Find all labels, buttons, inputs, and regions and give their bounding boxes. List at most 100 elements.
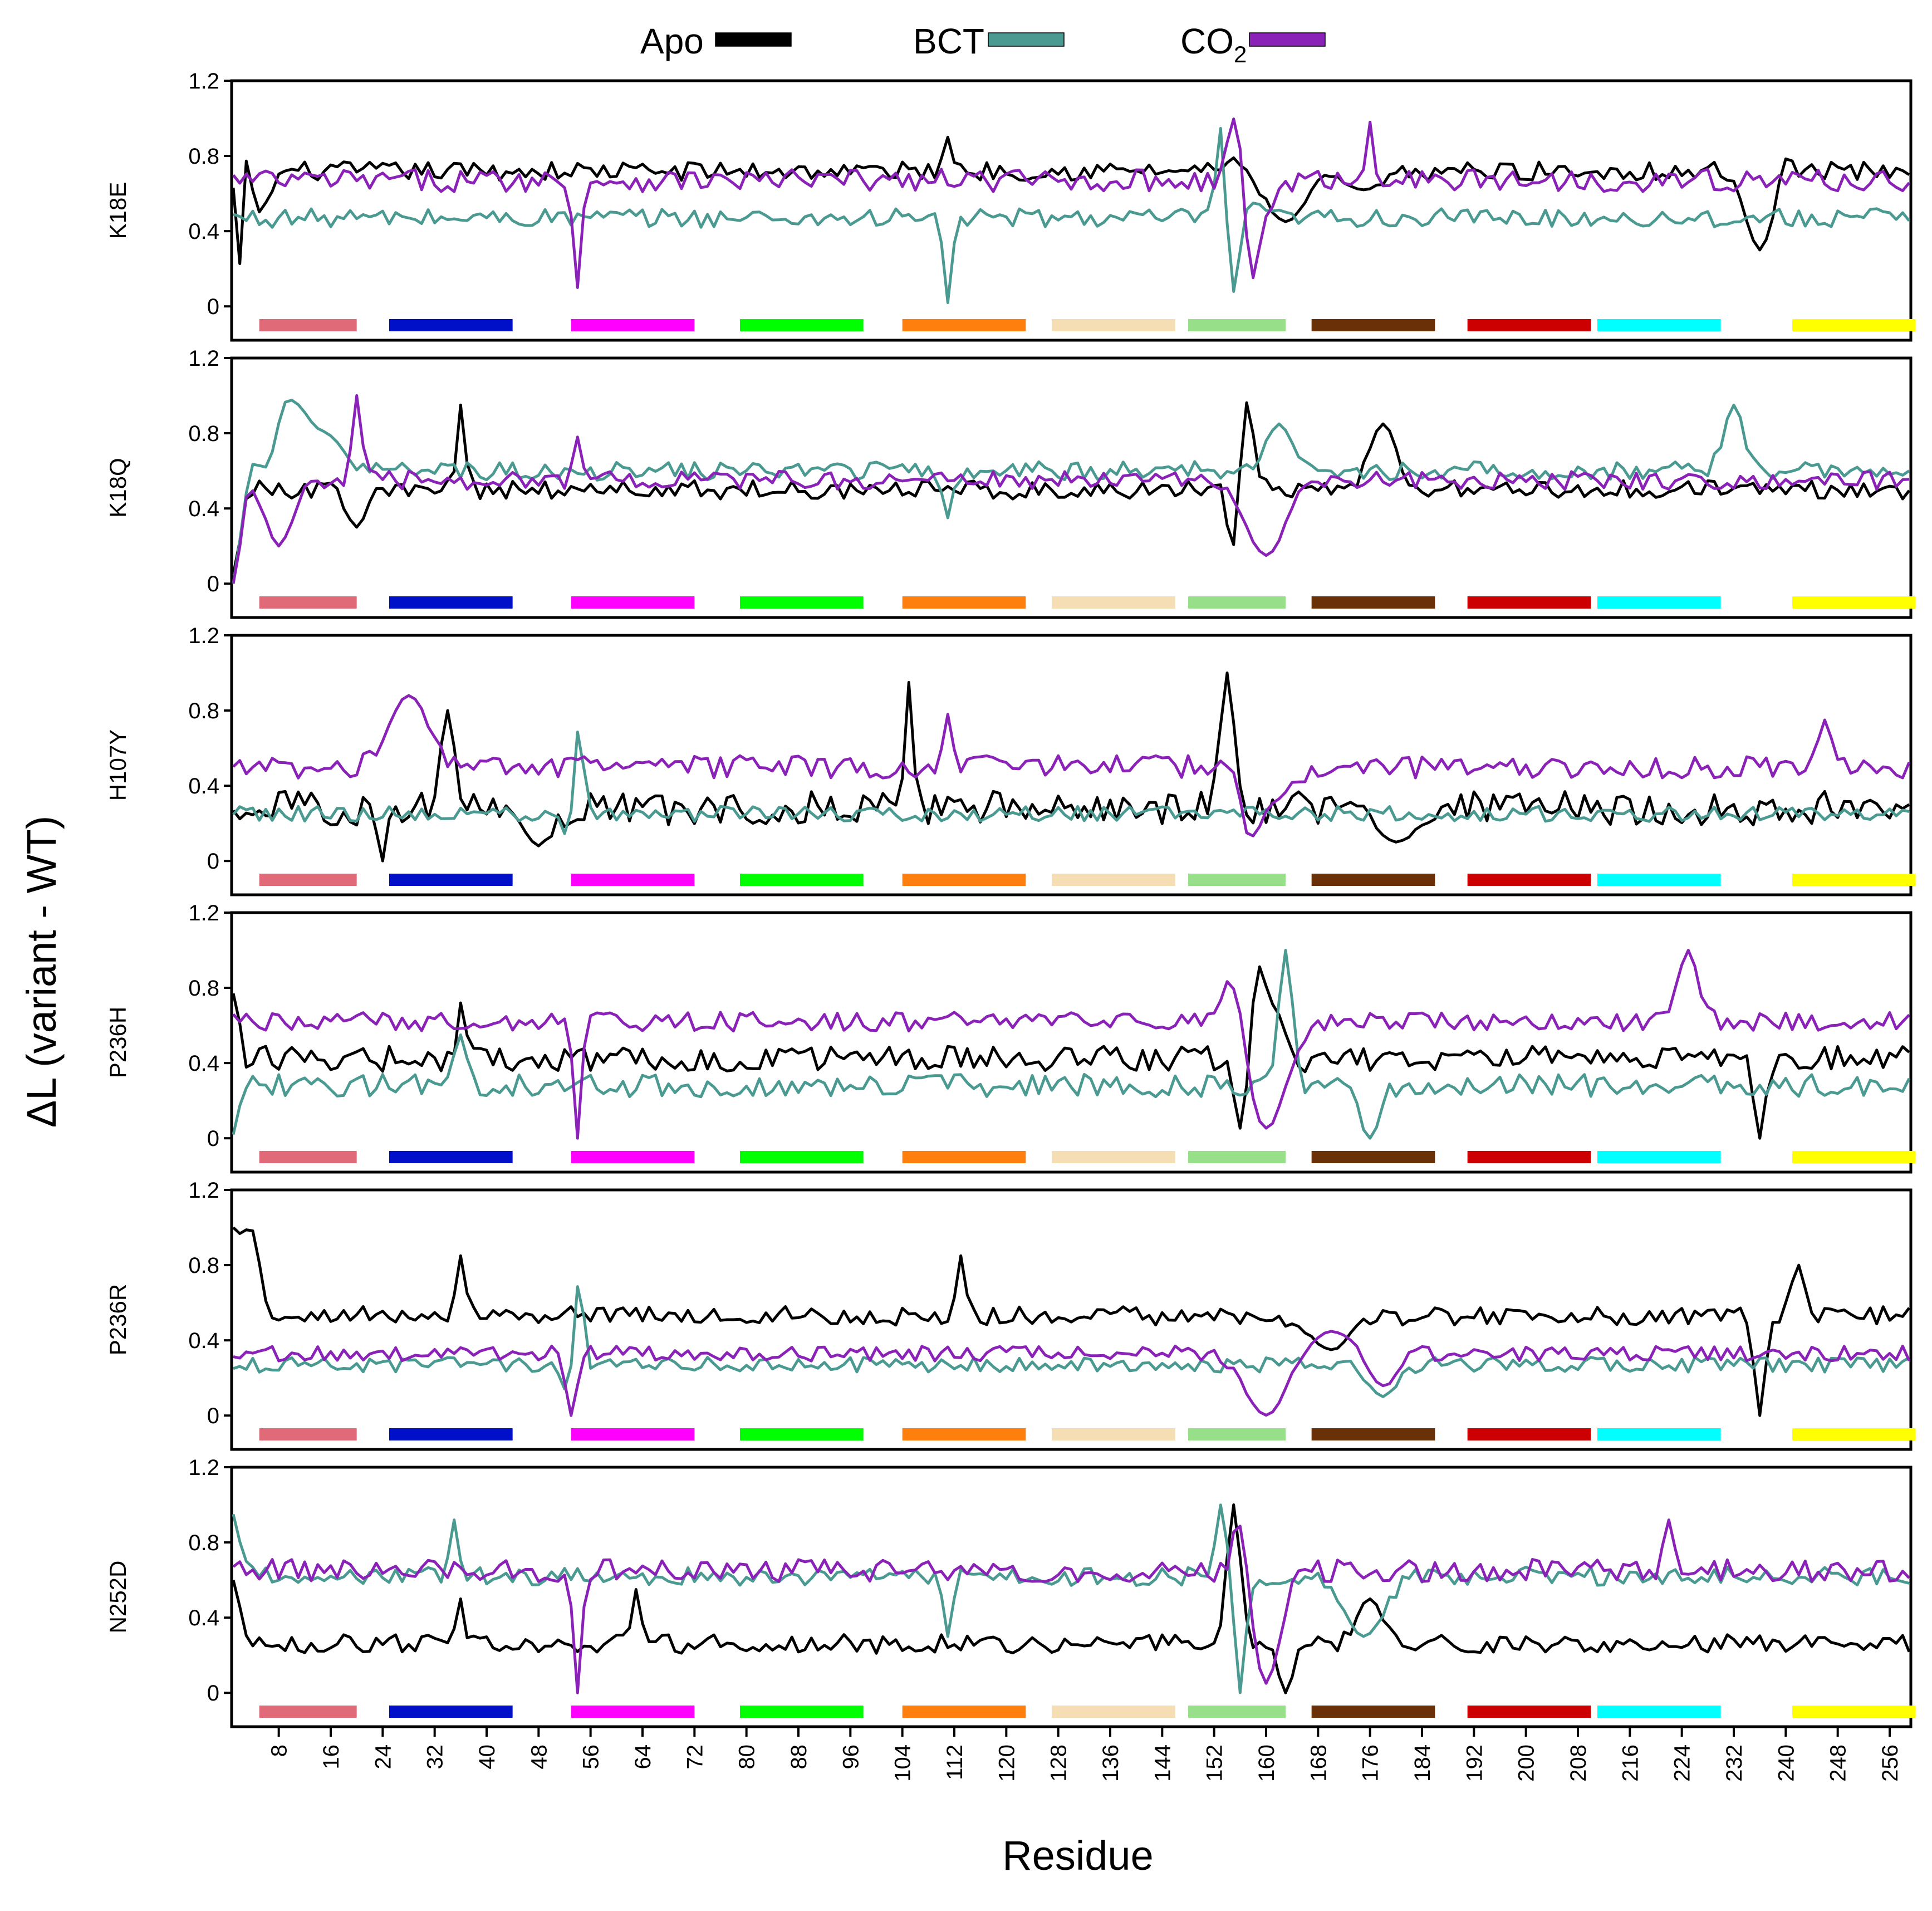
region-bar-8 xyxy=(1311,1428,1435,1440)
region-bar-5 xyxy=(902,318,1026,331)
region-bar-3 xyxy=(571,318,695,331)
region-bar-3 xyxy=(571,1150,695,1163)
region-bar-1 xyxy=(259,318,357,331)
x-tick-label: 208 xyxy=(1566,1745,1591,1782)
panel-p236r: 0 0.4 0.8 1.2 P236R xyxy=(105,1178,1916,1451)
region-bar-1 xyxy=(259,1705,357,1718)
legend-label-apo: Apo xyxy=(640,21,704,61)
region-bar-9 xyxy=(1467,873,1591,886)
panel-label: P236R xyxy=(105,1284,131,1355)
region-bar-5 xyxy=(902,1705,1026,1718)
region-bar-9 xyxy=(1467,596,1591,609)
y-tick-label: 0.8 xyxy=(188,699,219,723)
region-bar-11 xyxy=(1792,1705,1916,1718)
x-tick-label: 224 xyxy=(1670,1745,1695,1782)
region-bar-7 xyxy=(1188,1705,1286,1718)
series-line-bct xyxy=(232,731,1910,835)
series-line-co2 xyxy=(232,949,1910,1140)
panel-p236h: 0 0.4 0.8 1.2 P236H xyxy=(105,901,1916,1174)
region-bar-4 xyxy=(740,873,864,886)
region-bar-3 xyxy=(571,873,695,886)
region-bar-9 xyxy=(1467,1428,1591,1440)
y-tick-label: 0.8 xyxy=(188,1253,219,1278)
region-bar-1 xyxy=(259,1150,357,1163)
region-bar-5 xyxy=(902,596,1026,609)
region-bar-9 xyxy=(1467,1705,1591,1718)
region-bar-11 xyxy=(1792,318,1916,331)
region-bar-6 xyxy=(1052,1705,1175,1718)
series-line-bct xyxy=(232,949,1911,1140)
region-bar-9 xyxy=(1467,1150,1591,1163)
x-tick-label: 112 xyxy=(943,1745,967,1780)
region-bar-2 xyxy=(389,1428,513,1440)
x-tick-label: 48 xyxy=(527,1745,551,1770)
y-tick-label: 1.2 xyxy=(188,1178,219,1203)
x-tick-label: 168 xyxy=(1306,1745,1331,1782)
y-tick-label: 0.8 xyxy=(188,422,219,446)
region-bar-7 xyxy=(1188,318,1286,331)
legend-swatch-apo xyxy=(715,32,792,47)
panel-n252d: 0 0.4 0.8 1.2 N252D xyxy=(105,1456,1916,1728)
region-bar-11 xyxy=(1792,1150,1916,1163)
y-tick-label: 0 xyxy=(207,295,219,319)
region-bar-4 xyxy=(740,1428,864,1440)
x-tick-label: 160 xyxy=(1254,1745,1279,1782)
region-bar-2 xyxy=(389,596,513,609)
series-line-co2 xyxy=(232,694,1911,837)
x-axis: 8 16 24 32 40 48 56 64 72 80 88 96 104 112 120 128 136 14… xyxy=(267,1727,1902,1782)
region-bar-5 xyxy=(902,1150,1026,1163)
panel-label: K18Q xyxy=(105,458,131,517)
x-tick-label: 216 xyxy=(1618,1745,1642,1782)
panel-label: K18E xyxy=(105,182,131,239)
x-tick-label: 128 xyxy=(1047,1745,1071,1782)
x-tick-label: 80 xyxy=(735,1745,759,1770)
panel-frame xyxy=(230,1188,1913,1451)
region-bar-4 xyxy=(740,318,864,331)
y-tick-label: 0 xyxy=(207,849,219,874)
series-line-bct xyxy=(232,1503,1910,1694)
legend-label-co: CO2 xyxy=(1180,21,1247,67)
x-tick-label: 88 xyxy=(787,1745,811,1770)
region-bar-10 xyxy=(1597,318,1721,331)
series-line-bct xyxy=(233,127,1910,304)
region-bar-6 xyxy=(1052,596,1175,609)
legend-swatch-co xyxy=(1249,32,1326,47)
region-bar-11 xyxy=(1792,1428,1916,1440)
series-line-apo xyxy=(232,1503,1911,1694)
region-bar-2 xyxy=(389,318,513,331)
region-bar-11 xyxy=(1792,596,1916,609)
x-tick-label: 192 xyxy=(1462,1745,1487,1782)
region-bar-10 xyxy=(1597,1428,1721,1440)
region-bar-5 xyxy=(902,873,1026,886)
y-tick-label: 0 xyxy=(207,572,219,596)
y-tick-label: 0.4 xyxy=(188,1606,219,1630)
series-line-co2 xyxy=(233,1330,1911,1417)
series-line-apo xyxy=(232,965,1910,1140)
series-line-bct xyxy=(233,1285,1910,1398)
panel-label: P236H xyxy=(105,1007,131,1078)
region-bar-6 xyxy=(1052,1428,1175,1440)
x-tick-label: 232 xyxy=(1722,1745,1747,1782)
region-bar-8 xyxy=(1311,596,1435,609)
panel-frame xyxy=(230,356,1913,619)
region-bar-3 xyxy=(571,1705,695,1718)
region-bar-4 xyxy=(740,1150,864,1163)
x-tick-label: 200 xyxy=(1514,1745,1539,1782)
x-tick-label: 8 xyxy=(267,1745,292,1757)
region-bar-10 xyxy=(1597,873,1721,886)
y-tick-label: 0.4 xyxy=(188,774,219,798)
region-bar-5 xyxy=(902,1428,1026,1440)
chart-panels: 0 0.4 0.8 1.2 K18E 0 0.4 0.8 1.2 K18Q 0 0.4 0.8 1.2 H1… xyxy=(105,69,1916,1728)
series-line-apo xyxy=(232,1226,1910,1417)
y-tick-label: 0.8 xyxy=(188,1531,219,1555)
y-tick-label: 0.4 xyxy=(188,219,219,244)
series-line-apo xyxy=(232,401,1910,575)
x-tick-label: 144 xyxy=(1150,1745,1175,1782)
region-bar-3 xyxy=(571,1428,695,1440)
region-bar-10 xyxy=(1597,1705,1721,1718)
x-tick-label: 248 xyxy=(1826,1745,1851,1782)
region-bar-6 xyxy=(1052,1150,1175,1163)
series-line-bct xyxy=(232,399,1910,584)
region-bar-9 xyxy=(1467,318,1591,331)
x-tick-label: 256 xyxy=(1878,1745,1902,1782)
